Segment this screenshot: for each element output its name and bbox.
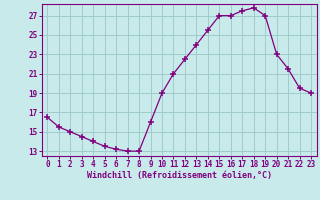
X-axis label: Windchill (Refroidissement éolien,°C): Windchill (Refroidissement éolien,°C) — [87, 171, 272, 180]
